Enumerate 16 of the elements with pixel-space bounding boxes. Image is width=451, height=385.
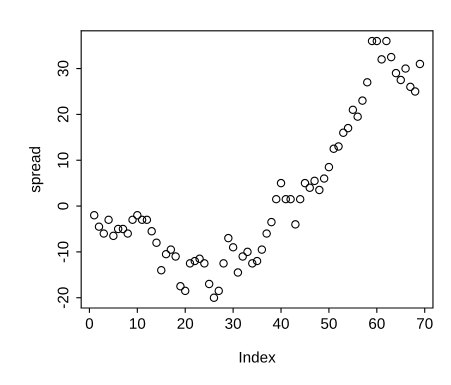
x-tick-label: 0 [86,318,94,329]
x-tick-label: 20 [177,318,194,329]
y-tick-label: 0 [58,202,68,210]
y-axis-title: spread [29,147,44,192]
x-tick-label: 30 [225,318,242,329]
y-tick-label: -10 [58,241,68,262]
y-tick-label: 20 [58,106,68,122]
x-tick-label: 60 [369,318,385,329]
x-tick-label: 70 [417,318,433,329]
y-tick-label: 10 [58,152,68,168]
x-tick-label: 50 [321,318,337,329]
y-tick-label: 30 [58,60,68,76]
x-axis-title: Index [240,351,276,363]
y-tick-label: -20 [58,287,68,308]
x-tick-label: 10 [130,318,146,329]
x-tick-label: 40 [272,318,289,329]
